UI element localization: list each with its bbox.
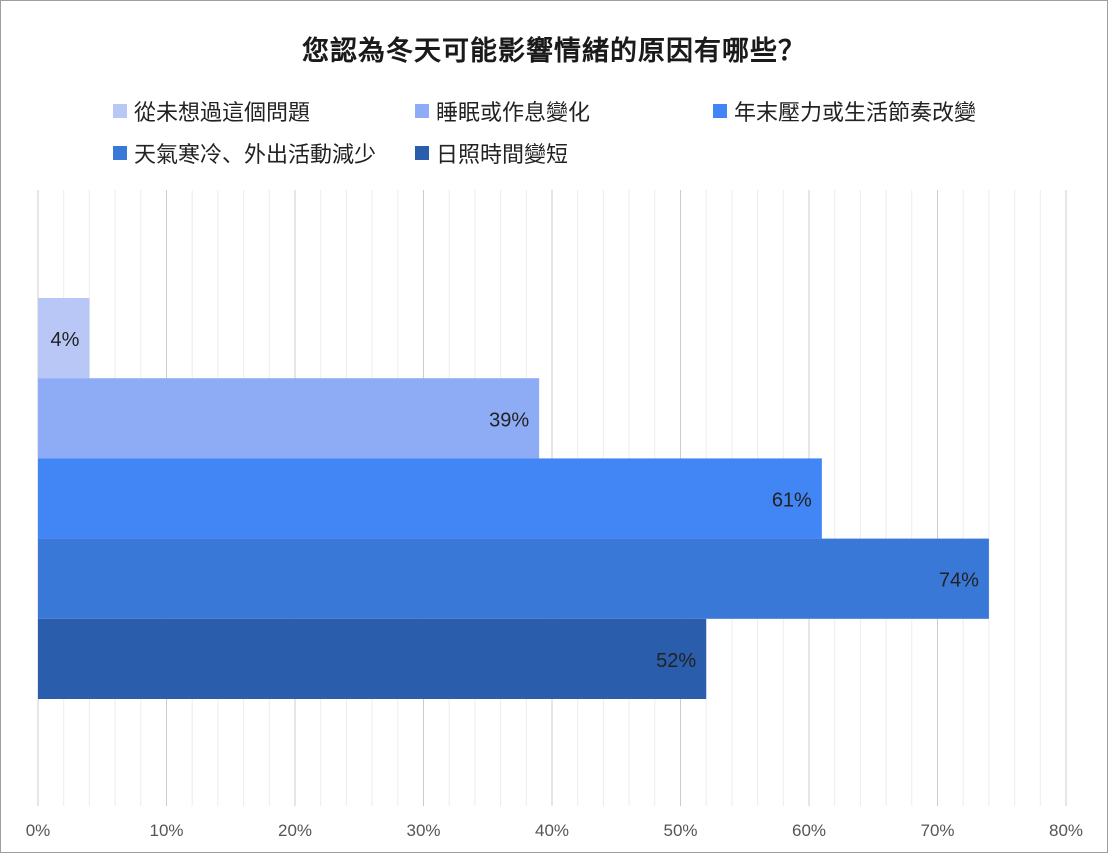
x-tick-label: 70% [920, 821, 954, 840]
bar-value-label: 74% [939, 570, 979, 592]
bar-value-label: 39% [489, 409, 529, 431]
bar-value-label: 52% [656, 650, 696, 672]
bar [38, 538, 989, 619]
bar [38, 458, 822, 539]
legend-item-cold-weather: 天氣寒冷、外出活動減少 [113, 138, 376, 168]
bar [38, 378, 540, 459]
legend-swatch-icon [415, 104, 429, 118]
chart-title: 您認為冬天可能影響情緒的原因有哪些？ [302, 36, 806, 67]
legend-label: 天氣寒冷、外出活動減少 [134, 143, 377, 168]
legend-label: 從未想過這個問題 [134, 101, 311, 126]
legend-label: 日照時間變短 [436, 143, 569, 168]
legend-item-sleep-change: 睡眠或作息變化 [415, 96, 590, 126]
bar-value-label: 61% [772, 490, 812, 512]
bar-value-label: 4% [50, 329, 79, 351]
x-tick-label: 10% [149, 821, 183, 840]
x-tick-label: 40% [535, 821, 569, 840]
x-tick-label: 50% [663, 821, 697, 840]
legend-item-year-end-pressure: 年末壓力或生活節奏改變 [713, 96, 976, 126]
legend-swatch-icon [113, 146, 127, 160]
bar [38, 618, 707, 699]
x-tick-label: 60% [792, 821, 826, 840]
legend-swatch-icon [113, 104, 127, 118]
legend-swatch-icon [713, 104, 727, 118]
bar [38, 298, 90, 379]
legend-item-short-daylight: 日照時間變短 [415, 138, 568, 168]
legend-swatch-icon [415, 146, 429, 160]
x-tick-label: 20% [278, 821, 312, 840]
legend-label: 睡眠或作息變化 [436, 101, 591, 126]
x-tick-label: 0% [26, 821, 51, 840]
x-tick-label: 80% [1049, 821, 1083, 840]
legend-item-never-thought: 從未想過這個問題 [113, 96, 310, 126]
legend-label: 年末壓力或生活節奏改變 [734, 101, 977, 126]
x-tick-label: 30% [406, 821, 440, 840]
